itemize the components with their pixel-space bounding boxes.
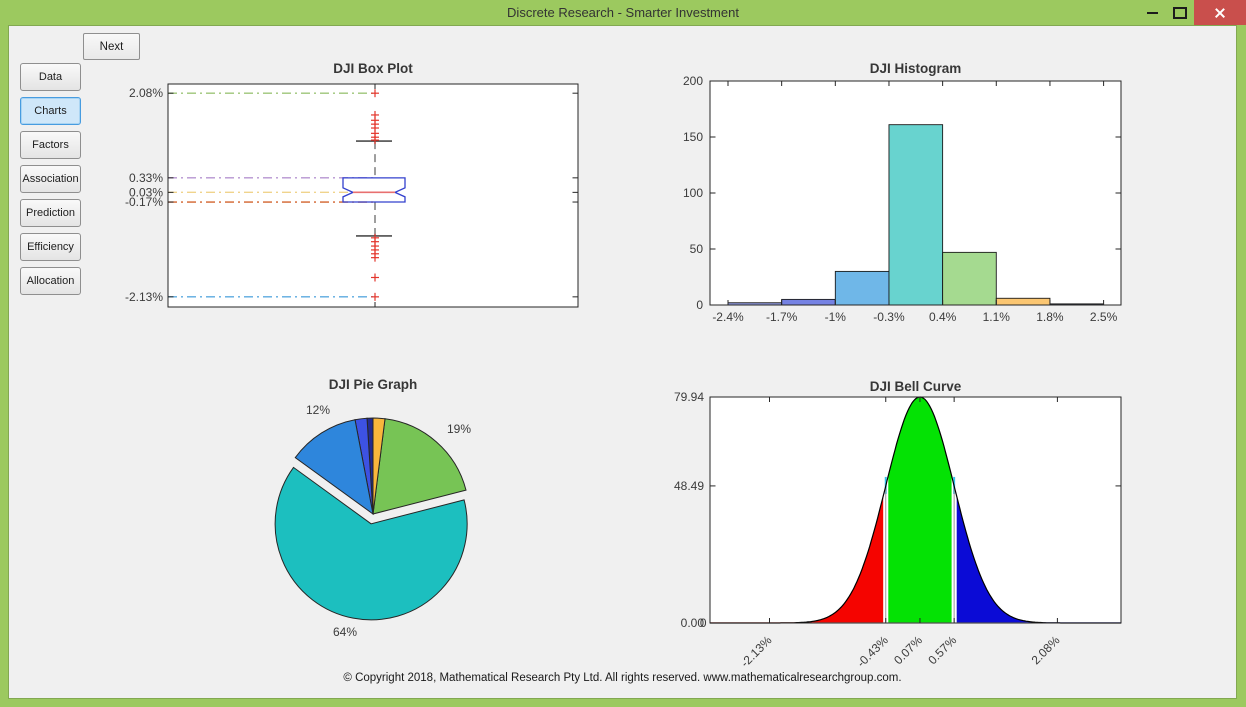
x-tick-label: 2.5%	[1090, 310, 1118, 324]
x-tick-label: -1%	[825, 310, 847, 324]
chart-title: DJI Histogram	[870, 61, 962, 76]
x-tick-label: -2.13%	[738, 633, 775, 670]
histogram-bar	[942, 251, 997, 306]
x-tick-label: 0.07%	[891, 633, 925, 667]
x-tick-label: 2.08%	[1029, 633, 1063, 667]
y-tick-label: 48.49	[674, 479, 704, 493]
maximize-icon	[1173, 6, 1187, 19]
chart-title: DJI Box Plot	[333, 61, 413, 76]
x-tick-label: -2.4%	[712, 310, 744, 324]
pie-slice	[294, 419, 374, 516]
bell-segment-left-tail	[710, 496, 884, 623]
pie-chart: 12% 64% 19% DJI Pie Graph	[274, 377, 471, 639]
y-tick-label: -2.13%	[125, 290, 163, 304]
y-tick-label: 2.08%	[129, 86, 163, 100]
y-tick-label: 200	[683, 74, 703, 88]
footer-text: © Copyright 2018, Mathematical Research …	[343, 672, 902, 684]
close-icon	[1213, 6, 1227, 20]
plot-area	[168, 84, 578, 307]
y-tick-label: 0.33%	[129, 171, 163, 185]
bell-segment-center	[888, 397, 952, 623]
x-tick-label: -0.3%	[873, 310, 905, 324]
chart-title: DJI Bell Curve	[870, 379, 962, 394]
close-button[interactable]	[1194, 0, 1246, 25]
x-tick-label: 0.4%	[929, 310, 957, 324]
x-tick-label: 1.8%	[1036, 310, 1064, 324]
y-tick-label: 79.94	[674, 390, 704, 404]
pie-label: 19%	[447, 422, 471, 436]
x-tick-label: 1.1%	[983, 310, 1011, 324]
histogram-bar	[781, 298, 836, 306]
histogram-bar	[995, 297, 1051, 306]
sidebar-item-allocation[interactable]: Allocation	[20, 267, 81, 295]
y-tick-label: 0.00	[681, 616, 705, 630]
histogram-bar	[834, 270, 890, 306]
sidebar-item-charts[interactable]: Charts	[20, 97, 81, 125]
histogram-bar	[888, 124, 944, 306]
next-button[interactable]: Next	[83, 33, 140, 60]
x-tick-label: -0.43%	[854, 633, 891, 670]
pie-slice	[372, 418, 467, 515]
box	[342, 177, 406, 203]
axes-border	[167, 83, 579, 308]
y-tick-label: 50	[690, 242, 704, 256]
axes-border	[709, 80, 1122, 306]
y-tick-label: 150	[683, 130, 703, 144]
sidebar-item-efficiency[interactable]: Efficiency	[20, 233, 81, 261]
histogram-chart: 0 50 100 150 200 -2.4% -1.7% -1% -0.3% 0.4% 1.1% 1.…	[683, 61, 1122, 324]
sidebar-item-data[interactable]: Data	[20, 63, 81, 91]
x-tick-label: 0.57%	[925, 633, 959, 667]
y-tick-label-overlap: 0	[700, 616, 707, 630]
pie-label: 64%	[333, 625, 357, 639]
sidebar-item-association[interactable]: Association	[20, 165, 81, 193]
axes-border	[709, 396, 1122, 624]
maximize-button[interactable]	[1166, 0, 1194, 25]
x-tick-label: -1.7%	[766, 310, 798, 324]
y-tick-label: 0.03%	[129, 185, 163, 199]
y-tick-label: 100	[683, 186, 703, 200]
window-title: Discrete Research - Smarter Investment	[507, 5, 739, 20]
minimize-button[interactable]	[1138, 0, 1166, 25]
pie-slice	[274, 466, 468, 621]
pie-label: 12%	[306, 403, 330, 417]
chart-title: DJI Pie Graph	[329, 377, 418, 392]
bell-segment-right-tail	[956, 496, 1121, 623]
y-tick-label: -0.17%	[125, 195, 163, 209]
window-controls	[1138, 0, 1246, 25]
boxplot-chart: 2.08% 0.33%0.03%-0.17% -2.13% DJI Box Plot	[125, 61, 579, 308]
sidebar-item-factors[interactable]: Factors	[20, 131, 81, 159]
sidebar-item-prediction[interactable]: Prediction	[20, 199, 81, 227]
minimize-icon	[1146, 11, 1158, 14]
window-titlebar: Discrete Research - Smarter Investment	[0, 0, 1246, 25]
bell-curve-chart: 79.94 48.49 0.000 -2.13% -0.43% 0.07% 0.57% 2.0…	[674, 379, 1122, 670]
pie-slice	[372, 417, 386, 515]
y-tick-label: 0	[696, 298, 703, 312]
